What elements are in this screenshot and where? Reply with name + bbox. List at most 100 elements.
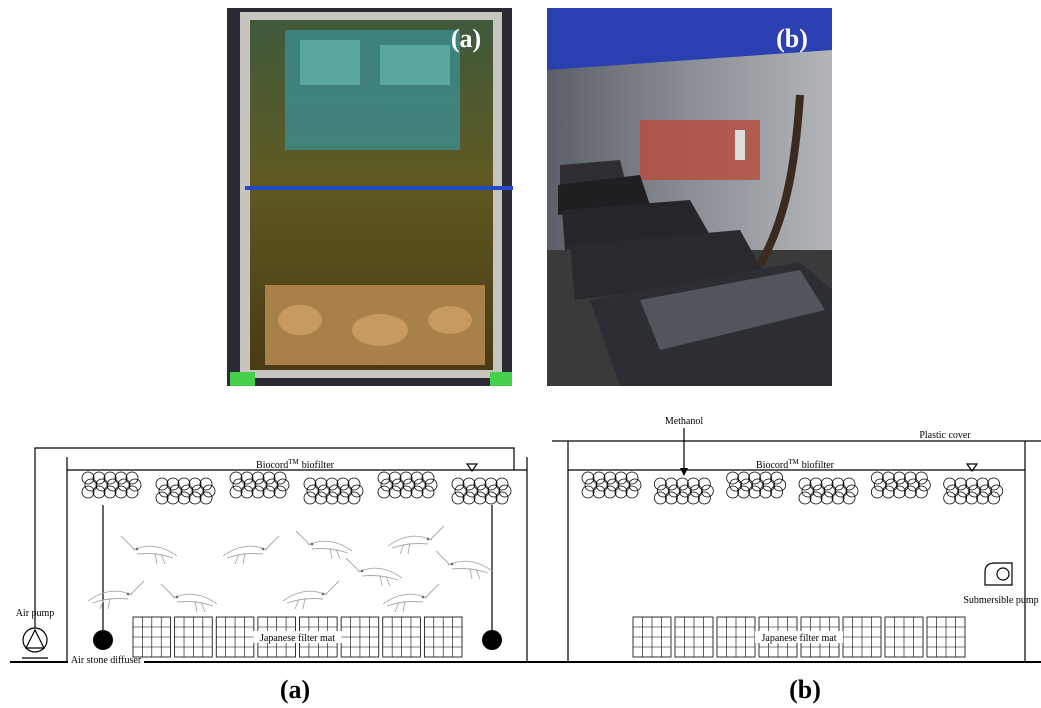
shrimp xyxy=(296,531,352,559)
biocord-ring xyxy=(741,479,753,491)
biocord-ring xyxy=(907,479,919,491)
biocord-ring xyxy=(488,485,500,497)
biocord-ring xyxy=(988,478,1000,490)
shrimp-eye xyxy=(311,543,314,546)
biocord-ring xyxy=(760,486,772,498)
biocord-ring xyxy=(774,479,786,491)
biocord-ring xyxy=(615,472,627,484)
biocord-ring xyxy=(326,492,338,504)
biocord-ring xyxy=(882,486,894,498)
biocord-ring xyxy=(944,478,956,490)
biocord-ring xyxy=(799,492,811,504)
biocord-ring xyxy=(93,486,105,498)
air-pump-label: Air pump xyxy=(16,608,55,619)
biocord-ring xyxy=(378,472,390,484)
photo-label: (a) xyxy=(451,24,481,53)
shrimp xyxy=(346,558,402,586)
biocord-ring xyxy=(263,486,275,498)
shrimp-eye xyxy=(127,593,130,596)
biocord-ring xyxy=(414,479,426,491)
label-part: TM xyxy=(788,458,799,466)
biocord-ring xyxy=(802,485,814,497)
biocord-ring xyxy=(304,478,316,490)
biocord-ring xyxy=(904,486,916,498)
biocord-ring xyxy=(315,478,327,490)
biocord-ring xyxy=(466,485,478,497)
biocord-ring xyxy=(156,492,168,504)
biocord-ring xyxy=(348,492,360,504)
biocord-ring xyxy=(115,486,127,498)
diffuser-label: Air stone diffuser xyxy=(71,655,142,666)
biocord-ring xyxy=(499,485,511,497)
biocord-ring xyxy=(947,485,959,497)
biocord-ring xyxy=(189,492,201,504)
biocord-ring xyxy=(738,472,750,484)
biocord-ring xyxy=(203,485,215,497)
biocord-ring xyxy=(315,492,327,504)
biocord-ring xyxy=(771,472,783,484)
biocord-ring xyxy=(129,479,141,491)
biocord-ring xyxy=(252,472,264,484)
biocord-ring xyxy=(474,478,486,490)
biocord-ring xyxy=(178,478,190,490)
biocord-ring xyxy=(893,486,905,498)
biocord-ring xyxy=(657,485,669,497)
shrimp xyxy=(383,584,439,612)
biocord-ring xyxy=(690,485,702,497)
biocord-ring xyxy=(846,485,858,497)
biocord-ring xyxy=(668,485,680,497)
biocord-ring xyxy=(585,479,597,491)
biocord-ring xyxy=(730,479,742,491)
shrimp-eye xyxy=(451,563,454,566)
methanol-label: Methanol xyxy=(665,416,704,427)
biocord-ring xyxy=(977,492,989,504)
biocord-ring xyxy=(104,486,116,498)
biocord-ring xyxy=(411,486,423,498)
biocord-ring xyxy=(82,486,94,498)
biocord-ring xyxy=(126,486,138,498)
biocord-ring xyxy=(871,486,883,498)
biofilter-label: BiocordTMbiofilter xyxy=(256,458,335,471)
biocord-ring xyxy=(799,478,811,490)
biocord-ring xyxy=(749,472,761,484)
biocord-ring xyxy=(392,479,404,491)
biocord-ring xyxy=(266,479,278,491)
label-part: TM xyxy=(288,458,299,466)
biocord-ring xyxy=(241,472,253,484)
shrimp xyxy=(88,581,144,609)
biocord-ring xyxy=(411,472,423,484)
biocord-ring xyxy=(178,492,190,504)
biocord-ring xyxy=(463,478,475,490)
biocord-ring xyxy=(966,492,978,504)
biocord-ring xyxy=(274,472,286,484)
biocord-ring xyxy=(337,492,349,504)
biocord-ring xyxy=(679,485,691,497)
air-pump-icon xyxy=(26,630,44,648)
biocord-ring xyxy=(96,479,108,491)
shrimp xyxy=(121,536,177,564)
biocord-ring xyxy=(904,472,916,484)
biocord-ring xyxy=(988,492,1000,504)
biocord-ring xyxy=(882,472,894,484)
biocord-ring xyxy=(885,479,897,491)
biocord-ring xyxy=(329,485,341,497)
biocord-ring xyxy=(654,478,666,490)
biocord-ring xyxy=(82,472,94,484)
biocord-ring xyxy=(958,485,970,497)
biocord-ring xyxy=(189,478,201,490)
biocord-ring xyxy=(304,492,316,504)
biocord-ring xyxy=(701,485,713,497)
biocord-ring xyxy=(274,486,286,498)
biocord-ring xyxy=(118,479,130,491)
shrimp-eye xyxy=(176,596,179,599)
biocord-ring xyxy=(749,486,761,498)
biocord-ring xyxy=(991,485,1003,497)
biocord-ring xyxy=(255,479,267,491)
biocord-ring xyxy=(277,479,289,491)
biocord-ring xyxy=(167,478,179,490)
diffuser xyxy=(482,630,502,650)
biocord-ring xyxy=(381,479,393,491)
biocord-ring xyxy=(727,472,739,484)
diagram-b: Methanol Plastic cover BiocordTMbiofilte… xyxy=(552,416,1041,704)
